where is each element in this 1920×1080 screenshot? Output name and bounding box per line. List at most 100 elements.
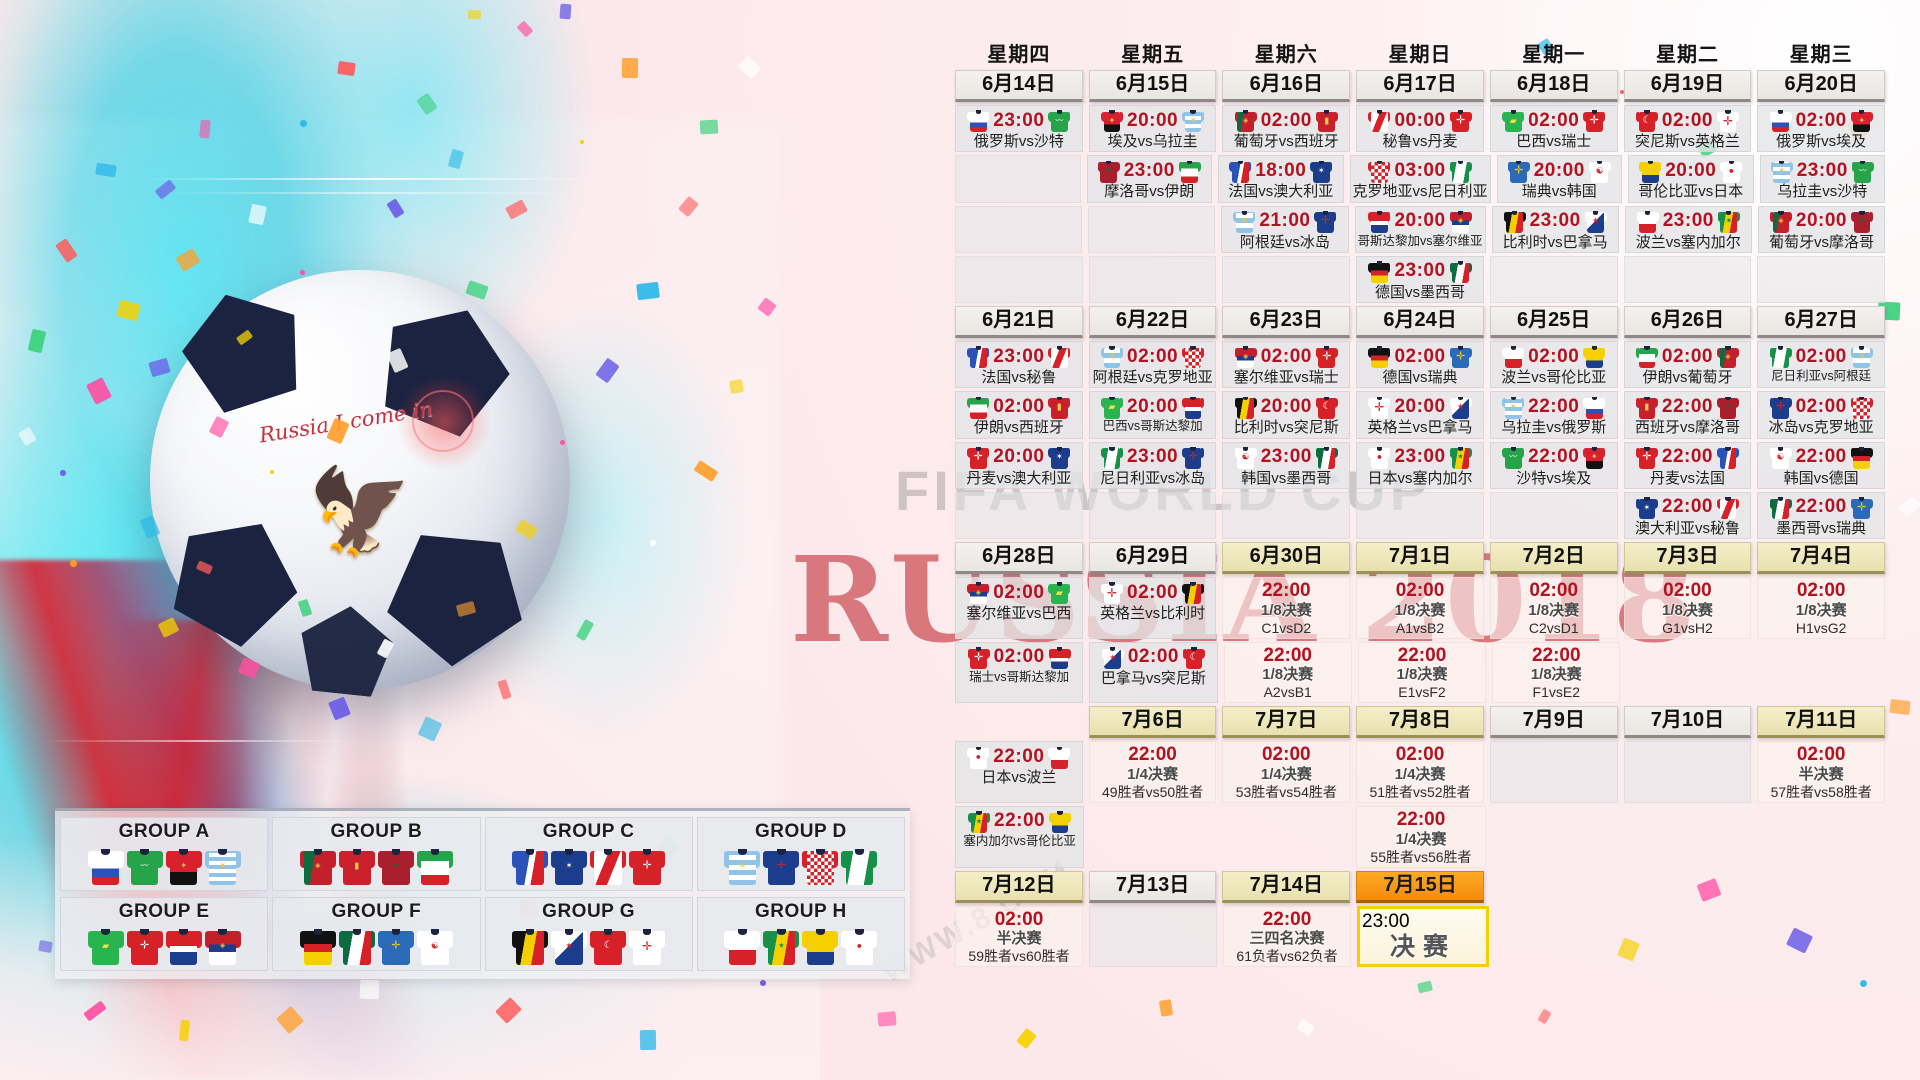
date-header[interactable]: 7月12日 — [955, 870, 1083, 903]
date-header[interactable]: 6月25日 — [1489, 306, 1618, 338]
match-cell[interactable]: ★ 02:00 ☾ 巴拿马vs突尼斯 — [1089, 641, 1218, 704]
match-cell[interactable]: 20:00 ☾ 比利时vs突尼斯 — [1222, 391, 1351, 439]
knockout-match-cell[interactable]: 02:00 1/8决赛 A1vsB2 — [1356, 577, 1484, 639]
match-cell[interactable]: ☾ 02:00 ✛ 突尼斯vs英格兰 — [1623, 105, 1752, 153]
match-cell[interactable]: ▰ 20:00 巴西vs哥斯达黎加 — [1088, 391, 1217, 439]
match-cell[interactable]: 22:00 ✛ 墨西哥vs瑞典 — [1757, 491, 1886, 539]
date-header[interactable]: 6月15日 — [1088, 70, 1217, 102]
match-cell[interactable]: ✛ 02:00 瑞士vs哥斯达黎加 — [955, 641, 1084, 704]
match-cell[interactable]: ✛ 02:00 英格兰vs比利时 — [1088, 577, 1217, 639]
knockout-match-cell[interactable]: 22:00 1/4决赛 49胜者vs50胜者 — [1088, 741, 1217, 803]
match-cell[interactable]: ✛ 20:00 ★ 英格兰vs巴拿马 — [1356, 391, 1484, 439]
date-header[interactable]: 6月26日 — [1623, 306, 1752, 338]
match-cell[interactable]: ✶ 23:00 摩洛哥vs伊朗 — [1086, 155, 1212, 203]
date-header[interactable]: 6月30日 — [1222, 542, 1351, 574]
knockout-match-cell[interactable]: 22:00 1/8决赛 A2vsB1 — [1223, 641, 1352, 704]
date-header[interactable]: 7月14日 — [1222, 870, 1351, 903]
date-header[interactable]: 6月28日 — [955, 542, 1083, 574]
group-card-group-e[interactable]: GROUP E ▰ ✛ ◈ — [60, 897, 269, 971]
match-cell[interactable]: ✶ 22:00 澳大利亚vs秘鲁 — [1623, 491, 1752, 539]
group-card-group-g[interactable]: GROUP G ★ ☾ ✛ — [484, 897, 693, 971]
match-cell[interactable]: 20:00 ◈ 哥斯达黎加vs塞尔维亚 — [1354, 205, 1486, 253]
match-cell[interactable]: 23:00 ★ 比利时vs巴拿马 — [1491, 205, 1619, 253]
date-header[interactable]: 6月23日 — [1222, 306, 1351, 338]
match-cell[interactable]: 02:00 波兰vs哥伦比亚 — [1489, 341, 1618, 389]
date-header[interactable]: 7月10日 — [1623, 706, 1752, 739]
knockout-match-cell[interactable]: 22:00 三四名决赛 61负者vs62负者 — [1223, 905, 1351, 968]
date-header[interactable]: 7月3日 — [1623, 542, 1752, 574]
match-cell[interactable]: ◈ 02:00 ▰ 塞尔维亚vs巴西 — [955, 577, 1083, 639]
knockout-match-cell[interactable]: 02:00 1/8决赛 G1vsH2 — [1623, 577, 1752, 639]
match-cell[interactable]: ● 23:00 ★ 日本vs塞内加尔 — [1356, 441, 1484, 489]
date-header[interactable]: 6月27日 — [1757, 306, 1886, 338]
knockout-match-cell[interactable]: 02:00 1/4决赛 51胜者vs52胜者 — [1356, 741, 1484, 803]
match-cell[interactable]: ✛ 22:00 丹麦vs法国 — [1623, 441, 1752, 489]
match-cell[interactable]: ◈ 02:00 ✛ 塞尔维亚vs瑞士 — [1222, 341, 1351, 389]
date-header[interactable]: 6月17日 — [1356, 70, 1484, 102]
match-cell[interactable]: 02:00 ◈ 伊朗vs葡萄牙 — [1623, 341, 1752, 389]
match-cell[interactable]: 23:00 ✛ 尼日利亚vs冰岛 — [1088, 441, 1217, 489]
date-header[interactable]: 6月24日 — [1356, 306, 1484, 338]
match-cell[interactable]: 23:00 〰俄罗斯vs沙特 — [955, 105, 1083, 153]
group-card-group-a[interactable]: GROUP A 〰 ✦ ☀ — [60, 817, 269, 891]
date-header[interactable]: 7月9日 — [1489, 706, 1618, 739]
match-cell[interactable]: 23:00 ★ 波兰vs塞内加尔 — [1624, 205, 1752, 253]
match-cell[interactable]: 00:00 ✛ 秘鲁vs丹麦 — [1356, 105, 1484, 153]
date-header[interactable]: 7月2日 — [1489, 542, 1618, 574]
knockout-match-cell[interactable]: 02:00 半决赛 57胜者vs58胜者 — [1757, 741, 1886, 803]
group-card-group-d[interactable]: GROUP D ☀ ✛ — [696, 817, 905, 891]
date-header[interactable]: 7月7日 — [1222, 706, 1351, 739]
match-cell[interactable]: ☀ 23:00 〰乌拉圭vs沙特 — [1759, 155, 1886, 203]
group-card-group-h[interactable]: GROUP H ★ ● — [696, 897, 905, 971]
knockout-match-cell[interactable]: 22:00 1/8决赛 C1vsD2 — [1222, 577, 1351, 639]
match-cell[interactable]: 03:00 克罗地亚vs尼日利亚 — [1349, 155, 1491, 203]
match-cell[interactable]: 02:00 ✦ 俄罗斯vs埃及 — [1757, 105, 1886, 153]
match-cell[interactable]: ◈ 02:00 ▮ 葡萄牙vs西班牙 — [1222, 105, 1351, 153]
match-cell[interactable]: 23:00 法国vs秘鲁 — [955, 341, 1083, 389]
date-header[interactable]: 7月13日 — [1088, 870, 1217, 903]
match-cell[interactable]: 23:00 德国vs墨西哥 — [1356, 255, 1484, 303]
date-header[interactable]: 6月20日 — [1757, 70, 1886, 102]
match-cell[interactable]: ◈ 20:00 ✶ 葡萄牙vs摩洛哥 — [1757, 205, 1886, 253]
knockout-match-cell[interactable]: 02:00 1/8决赛 H1vsG2 — [1757, 577, 1886, 639]
match-cell[interactable]: ☀ 22:00 乌拉圭vs俄罗斯 — [1489, 391, 1618, 439]
date-header[interactable]: 7月6日 — [1088, 706, 1217, 739]
date-header[interactable]: 7月4日 — [1757, 542, 1886, 574]
date-header[interactable]: 6月14日 — [955, 70, 1083, 102]
date-header[interactable]: 6月18日 — [1489, 70, 1618, 102]
match-cell[interactable]: ☯ 22:00 韩国vs德国 — [1757, 441, 1886, 489]
date-header[interactable]: 7月11日 — [1757, 706, 1886, 739]
match-cell[interactable]: 20:00 ● 哥伦比亚vs日本 — [1628, 155, 1754, 203]
date-header[interactable]: 6月21日 — [955, 306, 1083, 338]
match-cell[interactable]: ✛ 20:00 ✶ 丹麦vs澳大利亚 — [955, 441, 1083, 489]
date-header[interactable]: 6月29日 — [1088, 542, 1217, 574]
knockout-match-cell[interactable]: 02:00 1/4决赛 53胜者vs54胜者 — [1222, 741, 1351, 803]
date-header[interactable]: 7月1日 — [1356, 542, 1484, 574]
match-cell[interactable]: ● 22:00 日本vs波兰 — [955, 741, 1083, 803]
date-header[interactable]: 6月22日 — [1088, 306, 1217, 338]
group-card-group-f[interactable]: GROUP F ✛ ☯ — [272, 897, 481, 971]
match-cell[interactable]: ★ 22:00 塞内加尔vs哥伦比亚 — [955, 805, 1085, 868]
knockout-match-cell[interactable]: 22:00 1/4决赛 55胜者vs56胜者 — [1356, 805, 1486, 868]
date-header[interactable]: 7月8日 — [1356, 706, 1484, 739]
date-header-final[interactable]: 7月15日 — [1356, 870, 1484, 903]
date-header[interactable]: 6月16日 — [1222, 70, 1351, 102]
match-cell[interactable]: ✛ 20:00 ☯ 瑞典vs韩国 — [1496, 155, 1623, 203]
date-header[interactable]: 6月19日 — [1623, 70, 1752, 102]
knockout-match-cell[interactable]: 22:00 1/8决赛 F1vsE2 — [1492, 641, 1621, 704]
match-cell[interactable]: ▮ 22:00 ✶ 西班牙vs摩洛哥 — [1623, 391, 1752, 439]
match-cell[interactable]: 02:00 ✛ 德国vs瑞典 — [1356, 341, 1484, 389]
match-cell[interactable]: 02:00 ▮ 伊朗vs西班牙 — [955, 391, 1083, 439]
match-cell[interactable]: ✛ 02:00 冰岛vs克罗地亚 — [1757, 391, 1886, 439]
group-card-group-c[interactable]: GROUP C ✶ ✛ — [484, 817, 693, 891]
knockout-match-cell[interactable]: 02:00 半决赛 59胜者vs60胜者 — [955, 905, 1083, 968]
group-card-group-b[interactable]: GROUP B ◈ ▮ ✶ — [272, 817, 481, 891]
knockout-match-cell[interactable]: 22:00 1/8决赛 E1vsF2 — [1357, 641, 1487, 704]
match-cell[interactable]: ✦ 20:00 ☀ 埃及vs乌拉圭 — [1088, 105, 1217, 153]
final-match-cell[interactable]: 23:00 决赛 — [1357, 905, 1489, 968]
match-cell[interactable]: ☯ 23:00 韩国vs墨西哥 — [1222, 441, 1351, 489]
match-cell[interactable]: ▰ 02:00 ✛ 巴西vs瑞士 — [1489, 105, 1618, 153]
match-cell[interactable]: 18:00 ✶ 法国vs澳大利亚 — [1218, 155, 1344, 203]
match-cell[interactable]: 02:00 ☀ 尼日利亚vs阿根廷 — [1757, 341, 1886, 389]
match-cell[interactable]: 〰 22:00 ✦ 沙特vs埃及 — [1489, 441, 1618, 489]
